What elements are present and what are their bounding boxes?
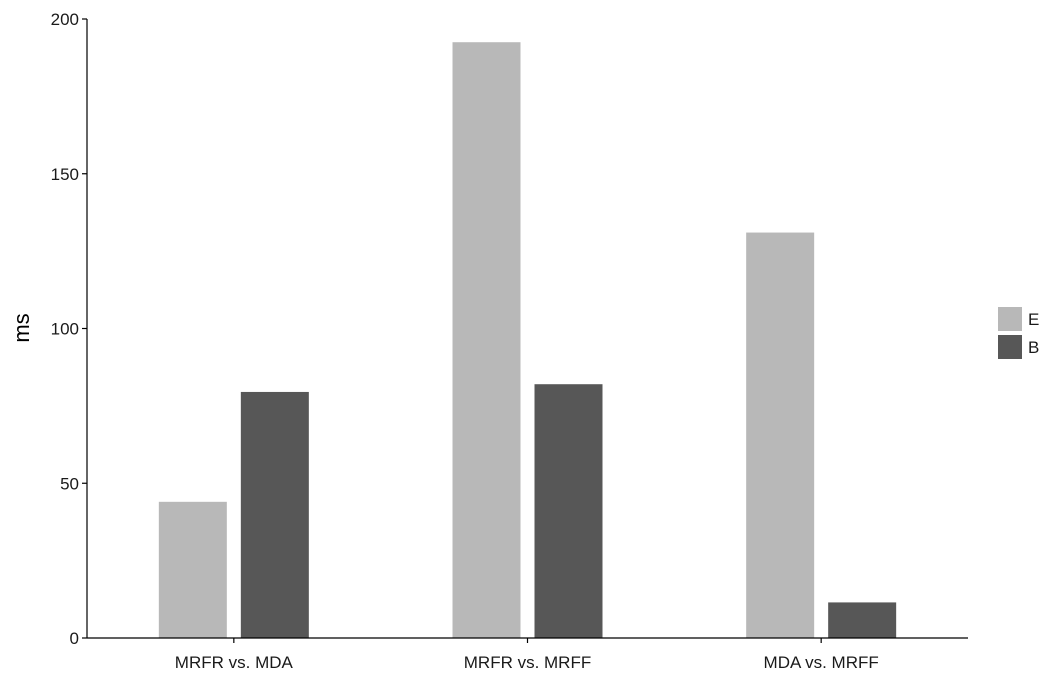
legend: EB	[998, 307, 1039, 359]
x-tick-label: MRFR vs. MRFF	[464, 653, 591, 672]
bar-E-2	[746, 232, 815, 638]
bar-B-2	[828, 602, 897, 638]
x-tick-label: MDA vs. MRFF	[764, 653, 879, 672]
bar-B-0	[240, 391, 309, 638]
y-tick-label: 200	[51, 10, 79, 29]
y-tick-label: 150	[51, 165, 79, 184]
legend-key-E	[998, 307, 1022, 331]
x-axis: MRFR vs. MDA MRFR vs. MRFF MDA vs. MRFF	[87, 637, 968, 672]
y-tick-label: 0	[70, 629, 79, 648]
y-tick-label: 100	[51, 320, 79, 339]
bar-E-1	[452, 42, 521, 638]
bar-B-1	[534, 384, 603, 638]
y-tick-label: 50	[60, 474, 79, 493]
bar-E-0	[158, 501, 227, 638]
plot-area	[158, 42, 897, 638]
legend-label-E: E	[1028, 310, 1039, 329]
legend-key-B	[998, 335, 1022, 359]
x-tick-label: MRFR vs. MDA	[175, 653, 294, 672]
legend-label-B: B	[1028, 338, 1039, 357]
y-axis-title: ms	[9, 313, 34, 342]
y-axis: 0 50 100 150 200	[51, 10, 88, 648]
